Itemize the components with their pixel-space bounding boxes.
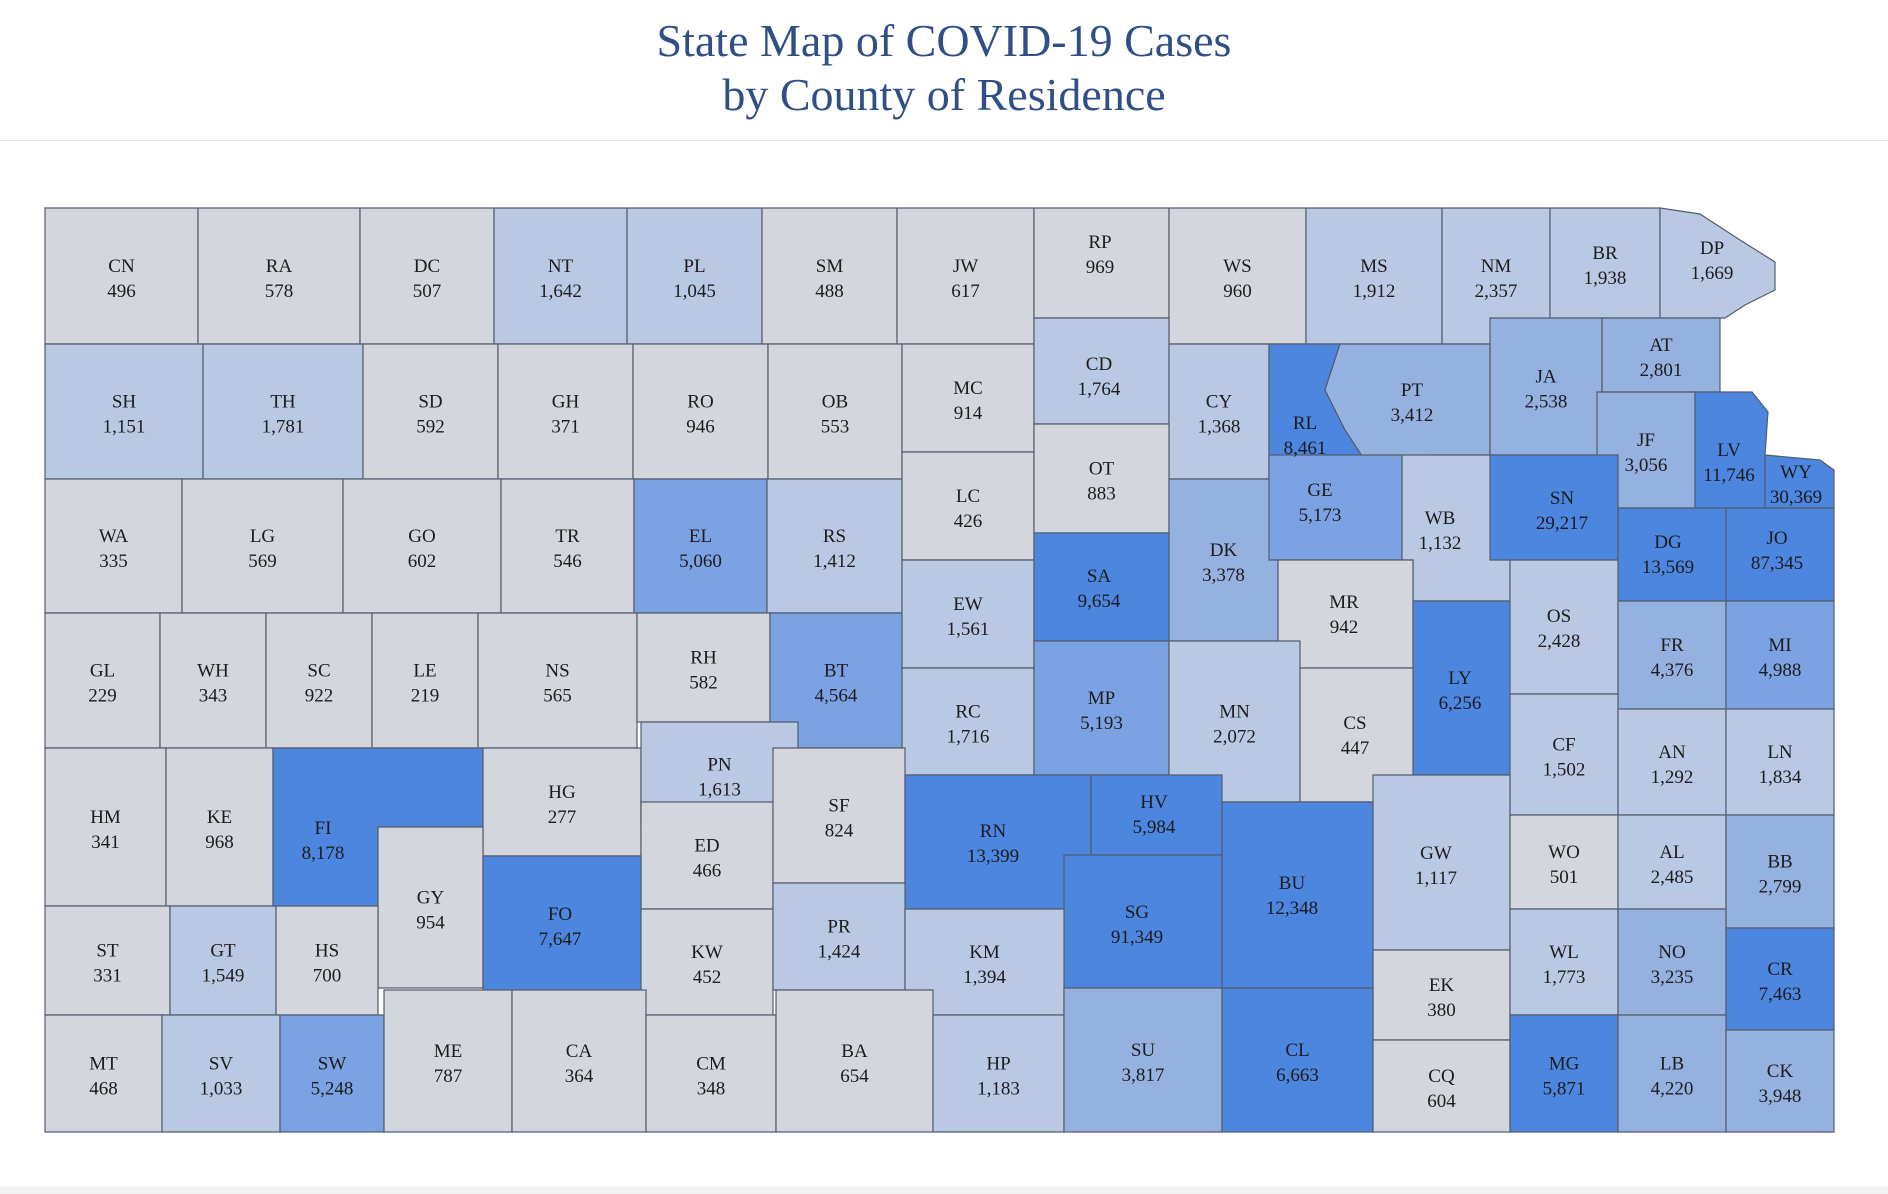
county-hg[interactable]: [482, 747, 642, 857]
county-th[interactable]: [202, 343, 364, 480]
county-jo[interactable]: [1725, 507, 1835, 602]
county-sv[interactable]: [161, 1014, 281, 1133]
county-gl[interactable]: [44, 612, 161, 749]
county-sm[interactable]: [761, 207, 898, 345]
county-ew[interactable]: [901, 559, 1035, 669]
county-rc[interactable]: [901, 667, 1035, 776]
county-hs[interactable]: [275, 905, 379, 1016]
county-el[interactable]: [633, 478, 768, 614]
county-ot[interactable]: [1033, 423, 1170, 534]
county-al[interactable]: [1617, 814, 1727, 910]
county-wy[interactable]: [1764, 454, 1835, 509]
county-sw[interactable]: [279, 1014, 385, 1133]
county-rs[interactable]: [766, 478, 903, 614]
county-wo[interactable]: [1509, 814, 1619, 910]
county-sh[interactable]: [44, 343, 204, 480]
county-rh[interactable]: [636, 612, 771, 723]
county-ek[interactable]: [1372, 949, 1511, 1041]
county-br[interactable]: [1549, 207, 1661, 319]
county-mp[interactable]: [1033, 640, 1170, 776]
county-cm[interactable]: [645, 1014, 777, 1133]
county-sg[interactable]: [1063, 854, 1223, 989]
county-hp[interactable]: [932, 1014, 1065, 1133]
county-ke[interactable]: [165, 747, 274, 907]
county-ba[interactable]: [775, 989, 934, 1133]
county-bb[interactable]: [1725, 814, 1835, 929]
page-footer-strip: [0, 1186, 1888, 1194]
county-wl[interactable]: [1509, 908, 1619, 1016]
county-an[interactable]: [1617, 708, 1727, 816]
county-at[interactable]: [1601, 317, 1721, 393]
county-hv[interactable]: [1090, 774, 1223, 856]
county-gt[interactable]: [169, 905, 277, 1016]
county-lb[interactable]: [1617, 1014, 1727, 1133]
county-wh[interactable]: [159, 612, 267, 749]
county-cn[interactable]: [44, 207, 199, 345]
county-le[interactable]: [371, 612, 479, 749]
county-sc[interactable]: [265, 612, 373, 749]
county-sd[interactable]: [362, 343, 499, 480]
county-fr[interactable]: [1617, 600, 1727, 710]
county-dg[interactable]: [1617, 507, 1727, 602]
county-jw[interactable]: [896, 207, 1035, 345]
county-gy[interactable]: [377, 826, 484, 989]
county-ly[interactable]: [1412, 600, 1511, 776]
county-mg[interactable]: [1509, 1014, 1619, 1133]
county-wa[interactable]: [44, 478, 183, 614]
county-ja[interactable]: [1489, 317, 1603, 456]
county-cd[interactable]: [1033, 317, 1170, 425]
county-kw[interactable]: [640, 908, 774, 1016]
county-ed[interactable]: [640, 801, 774, 910]
county-ws[interactable]: [1168, 207, 1307, 345]
county-st[interactable]: [44, 905, 171, 1016]
county-mi[interactable]: [1725, 600, 1835, 710]
county-ra[interactable]: [197, 207, 361, 345]
county-ln[interactable]: [1725, 708, 1835, 816]
county-cl[interactable]: [1221, 987, 1374, 1133]
county-bu[interactable]: [1221, 801, 1374, 989]
county-mc[interactable]: [901, 343, 1035, 453]
county-pr[interactable]: [772, 882, 906, 991]
county-gh[interactable]: [497, 343, 634, 480]
county-cy[interactable]: [1168, 343, 1270, 480]
county-su[interactable]: [1063, 987, 1223, 1133]
county-ge[interactable]: [1268, 454, 1403, 561]
county-me[interactable]: [383, 989, 513, 1133]
county-sa[interactable]: [1033, 532, 1170, 642]
county-cq[interactable]: [1372, 1039, 1511, 1133]
county-sn[interactable]: [1489, 454, 1619, 561]
county-ms[interactable]: [1305, 207, 1443, 345]
county-dp[interactable]: [1659, 207, 1776, 319]
county-no[interactable]: [1617, 908, 1727, 1016]
county-go[interactable]: [342, 478, 502, 614]
county-ck[interactable]: [1725, 1029, 1835, 1133]
county-rn[interactable]: [904, 774, 1092, 910]
county-ob[interactable]: [767, 343, 903, 480]
county-tr[interactable]: [500, 478, 635, 614]
county-cr[interactable]: [1725, 927, 1835, 1031]
title-line-1: State Map of COVID-19 Cases: [656, 15, 1232, 66]
county-hm[interactable]: [44, 747, 167, 907]
county-nt[interactable]: [493, 207, 628, 345]
kansas-county-map: CN496RA578DC507NT1,642PL1,045SM488JW617R…: [44, 207, 1835, 1133]
county-cf[interactable]: [1509, 693, 1619, 816]
county-fo[interactable]: [482, 855, 642, 991]
county-dk[interactable]: [1168, 478, 1279, 642]
county-pl[interactable]: [626, 207, 763, 345]
county-ca[interactable]: [511, 989, 647, 1133]
county-os[interactable]: [1509, 559, 1619, 695]
county-lg[interactable]: [181, 478, 344, 614]
county-mt[interactable]: [44, 1014, 163, 1133]
county-lc[interactable]: [901, 451, 1035, 561]
county-ro[interactable]: [632, 343, 769, 480]
county-sf[interactable]: [772, 747, 906, 884]
county-rp[interactable]: [1033, 207, 1170, 319]
title-line-2: by County of Residence: [722, 69, 1166, 120]
county-ns[interactable]: [477, 612, 638, 749]
county-gw[interactable]: [1372, 774, 1511, 951]
map-title: State Map of COVID-19 Cases by County of…: [0, 0, 1888, 141]
county-dc[interactable]: [359, 207, 495, 345]
